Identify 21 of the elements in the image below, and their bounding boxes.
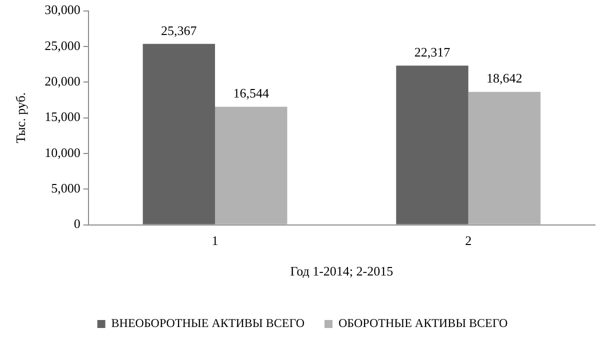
bar (215, 106, 288, 224)
data-label: 16,544 (233, 86, 270, 101)
y-tick-label: 15,000 (44, 109, 80, 124)
bar (396, 66, 468, 224)
y-tick-label: 5,000 (51, 180, 80, 196)
y-tick-label: 20,000 (44, 74, 80, 89)
y-tick-label: 10,000 (44, 144, 80, 160)
bar (468, 92, 541, 224)
y-tick-label: 25,000 (44, 38, 80, 53)
y-tick-label: 0 (74, 216, 80, 232)
bar (142, 44, 216, 224)
data-label: 25,367 (161, 22, 198, 38)
y-axis-title: Тыс. руб. (13, 92, 28, 144)
legend-label: ВНЕОБОРОТНЫЕ АКТИВЫ ВСЕГО (111, 316, 305, 330)
data-label: 22,317 (414, 44, 451, 60)
data-label: 18,642 (486, 70, 522, 86)
y-tick-label: 30,000 (44, 2, 80, 18)
x-tick-label: 2 (465, 233, 472, 248)
x-axis-title: Год 1-2014; 2-2015 (290, 264, 394, 279)
x-tick-label: 1 (212, 233, 218, 248)
legend-label: ОБОРОТНЫЕ АКТИВЫ ВСЕГО (338, 316, 508, 330)
